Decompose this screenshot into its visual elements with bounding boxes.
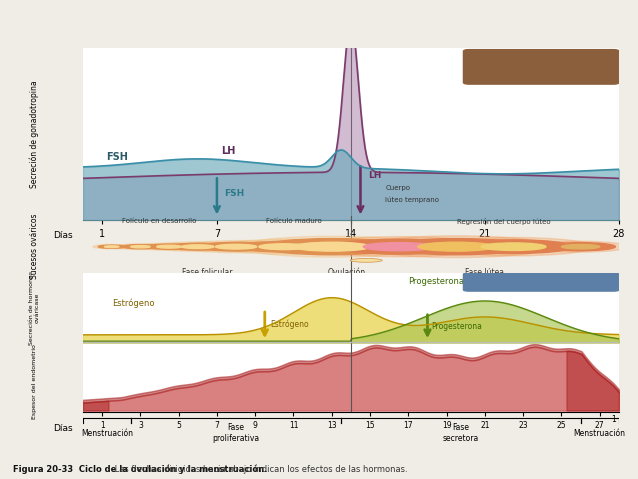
Circle shape [259, 244, 309, 250]
Circle shape [168, 243, 227, 250]
Circle shape [293, 242, 370, 251]
Circle shape [533, 241, 628, 252]
Circle shape [115, 244, 165, 250]
Text: Secreción de hormonas
ováricase: Secreción de hormonas ováricase [29, 271, 40, 345]
Circle shape [241, 236, 422, 257]
Text: Días: Días [54, 424, 73, 433]
Circle shape [350, 259, 382, 262]
Circle shape [147, 244, 191, 249]
Circle shape [545, 243, 616, 251]
Circle shape [184, 240, 288, 253]
Circle shape [93, 244, 130, 249]
Text: Menstruación: Menstruación [574, 429, 626, 437]
Circle shape [156, 242, 239, 251]
Circle shape [198, 242, 274, 251]
Text: Menstruación: Menstruación [81, 429, 133, 437]
Text: Espesor del endometrio: Espesor del endometrio [32, 344, 37, 419]
Circle shape [387, 239, 526, 255]
Text: Las flechas dirigidas hacia abajo indican los efectos de las hormonas.: Las flechas dirigidas hacia abajo indica… [112, 465, 407, 474]
Text: Fase lútea: Fase lútea [465, 268, 505, 277]
Circle shape [481, 243, 546, 251]
Text: Fase
secretora: Fase secretora [443, 423, 479, 443]
Text: Figura 20-33  Ciclo de la ovulación y la menstruación.: Figura 20-33 Ciclo de la ovulación y la … [13, 464, 267, 474]
Text: Ciclo ovárico: Ciclo ovárico [512, 62, 570, 71]
Circle shape [239, 241, 329, 252]
Text: Cuerpo: Cuerpo [385, 185, 410, 191]
Text: Folículo maduro: Folículo maduro [265, 218, 322, 224]
Circle shape [434, 238, 593, 256]
Text: Progesterona: Progesterona [431, 321, 482, 331]
Text: Sucesos ováricos: Sucesos ováricos [30, 214, 39, 279]
Circle shape [364, 242, 434, 251]
Circle shape [182, 245, 214, 249]
Circle shape [104, 246, 119, 248]
Circle shape [122, 245, 158, 249]
Text: LH: LH [221, 147, 235, 156]
Text: Estrógeno: Estrógeno [271, 319, 309, 329]
Circle shape [418, 242, 494, 251]
Circle shape [220, 240, 348, 254]
Circle shape [312, 237, 486, 257]
Circle shape [98, 245, 125, 248]
Text: FSH: FSH [225, 189, 245, 198]
Circle shape [334, 239, 463, 254]
Circle shape [138, 243, 200, 251]
Text: Regresión del cuerpo lúteo: Regresión del cuerpo lúteo [457, 218, 551, 225]
Text: Secreción de gonadotropina: Secreción de gonadotropina [30, 80, 40, 188]
Circle shape [362, 236, 550, 258]
FancyBboxPatch shape [463, 273, 619, 291]
Circle shape [157, 245, 181, 248]
Circle shape [455, 240, 572, 253]
Circle shape [262, 239, 401, 255]
Text: 1: 1 [611, 415, 616, 423]
Text: lúteo temprano: lúteo temprano [385, 197, 440, 204]
Text: Ovulación: Ovulación [328, 268, 366, 277]
Text: Fase
proliferativa: Fase proliferativa [212, 423, 260, 443]
Text: FSH: FSH [106, 152, 128, 162]
Text: Folículo en desarrollo: Folículo en desarrollo [122, 218, 197, 224]
FancyBboxPatch shape [463, 50, 619, 84]
Circle shape [131, 246, 150, 248]
Text: Ciclo menstrual: Ciclo menstrual [506, 277, 577, 286]
Circle shape [216, 244, 256, 249]
Text: Días: Días [54, 230, 73, 240]
Text: Fase folicular: Fase folicular [182, 268, 233, 277]
Text: Progesterona: Progesterona [408, 277, 464, 286]
Text: LH: LH [368, 171, 382, 181]
Text: Estrógeno: Estrógeno [112, 299, 154, 308]
Circle shape [561, 244, 600, 249]
